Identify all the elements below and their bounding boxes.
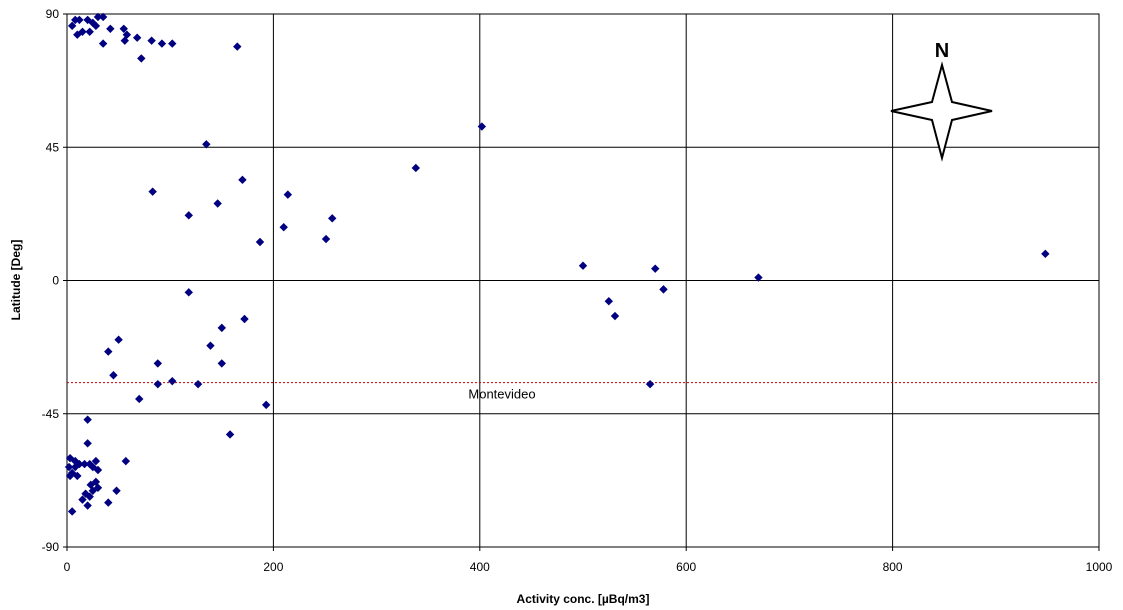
x-tick-label: 0: [64, 560, 71, 574]
y-tick-label: -45: [42, 407, 60, 421]
data-point: [645, 379, 655, 389]
data-point: [184, 288, 193, 297]
data-point: [240, 314, 249, 324]
compass-star-icon: [890, 61, 993, 162]
x-tick-label: 600: [676, 560, 696, 574]
data-points: [64, 12, 1050, 516]
data-point: [120, 36, 129, 45]
data-point: [193, 379, 203, 389]
data-point: [85, 27, 94, 36]
data-point: [1041, 249, 1050, 259]
data-point: [71, 462, 80, 472]
data-point: [137, 54, 146, 63]
data-point: [73, 30, 82, 39]
y-tick-label: 0: [52, 274, 59, 288]
data-point: [83, 501, 92, 510]
data-point: [122, 30, 132, 39]
data-point: [651, 264, 660, 273]
data-point: [157, 39, 167, 48]
data-point: [91, 456, 101, 466]
data-point: [78, 27, 87, 36]
data-point: [213, 199, 222, 208]
data-point: [206, 341, 215, 350]
y-tick-label: 45: [46, 140, 60, 154]
data-point: [135, 394, 144, 404]
compass-north-label: N: [935, 40, 949, 62]
data-point: [93, 12, 103, 22]
data-point: [279, 223, 288, 232]
data-point: [91, 21, 101, 31]
data-point: [75, 15, 84, 25]
data-point: [411, 163, 421, 173]
data-point: [147, 36, 156, 45]
data-point: [104, 498, 113, 507]
data-point: [119, 24, 128, 34]
data-point: [321, 234, 331, 244]
data-point: [98, 12, 108, 22]
grid-lines: [67, 14, 1099, 547]
x-axis-title: Activity conc. [µBq/m3]: [517, 592, 650, 606]
data-point: [578, 261, 588, 270]
data-point: [114, 335, 123, 344]
data-point: [112, 486, 121, 495]
data-point: [153, 359, 163, 368]
data-point: [83, 415, 92, 424]
data-point: [238, 175, 247, 185]
data-point: [83, 439, 92, 448]
data-point: [132, 33, 142, 42]
data-point: [261, 400, 271, 410]
x-axis-ticks: 0 200 400 600 800 1000: [64, 547, 1113, 574]
x-tick-label: 1000: [1086, 560, 1113, 574]
data-point: [659, 285, 668, 294]
data-point: [71, 456, 80, 466]
y-axis-title: Latitude [Deg]: [9, 240, 23, 321]
data-point: [217, 323, 226, 333]
data-point: [233, 42, 242, 51]
data-point: [67, 21, 77, 31]
data-point: [65, 471, 75, 481]
data-point: [153, 379, 163, 389]
data-point: [283, 190, 293, 199]
data-point: [93, 465, 103, 475]
x-tick-label: 200: [263, 560, 283, 574]
data-point: [168, 376, 177, 386]
data-point: [98, 39, 108, 48]
compass-rose: N: [890, 40, 993, 162]
data-point: [217, 359, 226, 368]
data-point: [121, 456, 131, 466]
data-point: [73, 471, 82, 481]
data-point: [168, 39, 177, 48]
data-point: [202, 140, 211, 149]
data-point: [88, 486, 97, 495]
y-tick-label: 90: [46, 7, 60, 21]
data-point: [604, 297, 613, 306]
data-point: [477, 122, 487, 131]
plot-area: 0 200 400 600 800 1000 -90 -45 0 45 90 Montevideo: [42, 7, 1113, 574]
y-axis-ticks: -90 -45 0 45 90: [42, 7, 67, 554]
data-point: [255, 237, 265, 247]
data-point: [67, 507, 77, 516]
data-point: [610, 311, 620, 321]
data-point: [754, 273, 763, 282]
data-point: [109, 371, 118, 380]
y-tick-label: -90: [42, 540, 60, 554]
data-point: [78, 495, 87, 504]
data-point: [148, 187, 157, 196]
data-point: [106, 24, 115, 34]
x-tick-label: 800: [883, 560, 903, 574]
data-point: [225, 430, 235, 439]
data-point: [80, 459, 89, 469]
x-tick-label: 400: [470, 560, 490, 574]
data-point: [85, 492, 94, 501]
montevideo-label: Montevideo: [468, 387, 535, 402]
data-point: [184, 211, 193, 220]
data-point: [64, 462, 74, 472]
data-point: [104, 347, 113, 356]
data-point: [328, 214, 337, 223]
